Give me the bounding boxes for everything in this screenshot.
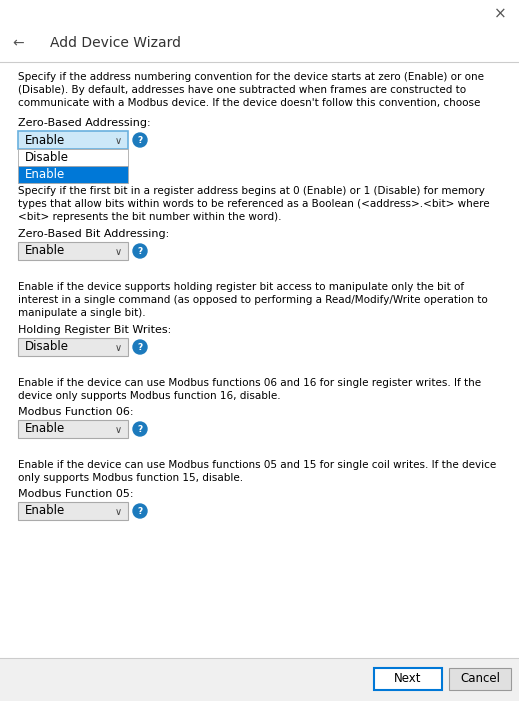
Text: Zero-Based Bit Addressing:: Zero-Based Bit Addressing: bbox=[18, 229, 169, 239]
FancyBboxPatch shape bbox=[0, 658, 519, 701]
Text: Enable if the device supports holding register bit access to manipulate only the: Enable if the device supports holding re… bbox=[18, 282, 488, 318]
Text: Specify if the first bit in a register address begins at 0 (Enable) or 1 (Disabl: Specify if the first bit in a register a… bbox=[18, 186, 489, 222]
FancyBboxPatch shape bbox=[18, 149, 128, 166]
Text: ∨: ∨ bbox=[114, 343, 121, 353]
Text: Enable: Enable bbox=[25, 423, 65, 435]
FancyBboxPatch shape bbox=[18, 420, 128, 438]
Text: Zero-Based Addressing:: Zero-Based Addressing: bbox=[18, 118, 151, 128]
Text: Cancel: Cancel bbox=[460, 672, 500, 686]
Text: ?: ? bbox=[138, 247, 143, 256]
Circle shape bbox=[133, 340, 147, 354]
Text: ?: ? bbox=[138, 507, 143, 516]
Text: Disable: Disable bbox=[25, 151, 69, 164]
Text: Enable: Enable bbox=[25, 505, 65, 517]
Text: Enable: Enable bbox=[25, 168, 65, 181]
Text: Enable if the device can use Modbus functions 06 and 16 for single register writ: Enable if the device can use Modbus func… bbox=[18, 378, 481, 401]
Text: Enable: Enable bbox=[25, 245, 65, 257]
Text: ∨: ∨ bbox=[114, 425, 121, 435]
Text: Enable: Enable bbox=[25, 133, 65, 147]
Circle shape bbox=[133, 244, 147, 258]
FancyBboxPatch shape bbox=[449, 668, 511, 690]
Circle shape bbox=[133, 422, 147, 436]
FancyBboxPatch shape bbox=[18, 502, 128, 520]
Text: ∨: ∨ bbox=[114, 136, 121, 146]
Text: ←: ← bbox=[12, 36, 24, 50]
Text: Specify if the address numbering convention for the device starts at zero (Enabl: Specify if the address numbering convent… bbox=[18, 72, 484, 109]
Text: ?: ? bbox=[138, 343, 143, 352]
Text: Next: Next bbox=[394, 672, 422, 686]
Text: Modbus Function 05:: Modbus Function 05: bbox=[18, 489, 133, 499]
Text: ?: ? bbox=[138, 425, 143, 434]
Circle shape bbox=[133, 133, 147, 147]
Text: Disable: Disable bbox=[25, 341, 69, 353]
Circle shape bbox=[133, 504, 147, 518]
FancyBboxPatch shape bbox=[18, 166, 128, 183]
Text: Add Device Wizard: Add Device Wizard bbox=[50, 36, 181, 50]
FancyBboxPatch shape bbox=[374, 668, 442, 690]
FancyBboxPatch shape bbox=[18, 131, 128, 149]
FancyBboxPatch shape bbox=[18, 242, 128, 260]
Text: Holding Register Bit Writes:: Holding Register Bit Writes: bbox=[18, 325, 171, 335]
FancyBboxPatch shape bbox=[18, 338, 128, 356]
Text: ×: × bbox=[494, 6, 507, 22]
Text: ∨: ∨ bbox=[114, 507, 121, 517]
Text: ∨: ∨ bbox=[114, 247, 121, 257]
Text: ?: ? bbox=[138, 136, 143, 145]
Text: Enable if the device can use Modbus functions 05 and 15 for single coil writes. : Enable if the device can use Modbus func… bbox=[18, 460, 496, 483]
Text: Modbus Function 06:: Modbus Function 06: bbox=[18, 407, 133, 417]
